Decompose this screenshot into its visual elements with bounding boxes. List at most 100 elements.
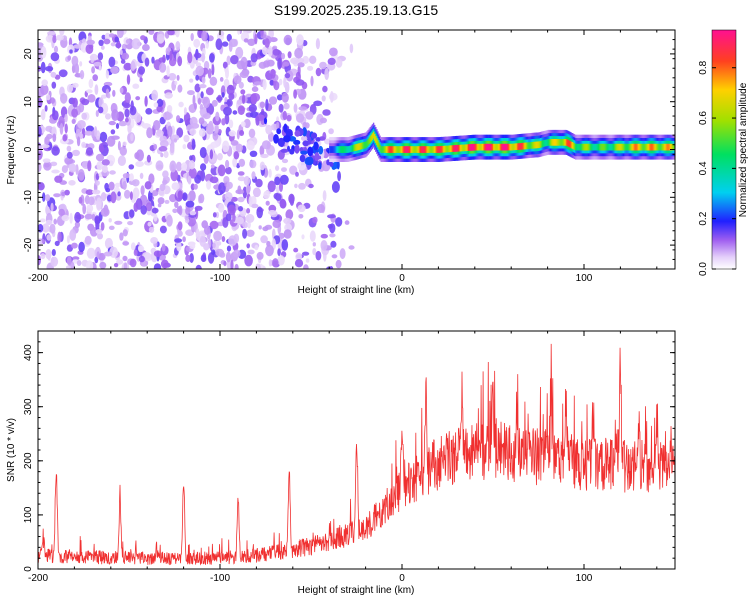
bottom-y-axis: 0 100 200 300 400 — [23, 330, 675, 572]
heatmap-cell — [475, 143, 477, 151]
heatmap-cell — [335, 217, 343, 227]
heatmap-cell — [268, 210, 277, 215]
heatmap-cell — [275, 193, 282, 201]
heatmap-cell — [94, 126, 98, 137]
heatmap-cell — [207, 68, 212, 79]
heatmap-cell — [212, 212, 217, 218]
heatmap-cell — [513, 143, 516, 151]
heatmap-cell — [354, 144, 356, 151]
heatmap-cell — [71, 108, 78, 118]
colorbar-ticks: 0.0 0.2 0.4 0.6 0.8 — [698, 60, 736, 276]
heatmap-cell — [64, 189, 70, 196]
heatmap-cell — [199, 103, 204, 111]
heatmap-cell — [58, 115, 65, 128]
heatmap-cell — [226, 85, 235, 96]
heatmap-cell — [233, 151, 240, 160]
heatmap-cell — [119, 87, 124, 94]
heatmap-cell — [218, 182, 226, 195]
heatmap-cell — [524, 142, 527, 150]
heatmap-cell — [232, 213, 236, 223]
heatmap-cell — [596, 143, 599, 151]
heatmap-cell — [282, 61, 290, 67]
heatmap-cell — [508, 143, 510, 151]
heatmap-cell — [329, 223, 336, 234]
heatmap-cell — [660, 143, 662, 151]
heatmap-cell — [194, 102, 197, 110]
heatmap-cell — [379, 144, 381, 152]
heatmap-cell — [117, 140, 121, 151]
heatmap-cell — [51, 81, 57, 89]
snr-panel: -200 -100 0 100 0 100 200 300 400 Height of str… — [6, 330, 676, 596]
heatmap-cell — [624, 143, 626, 151]
heatmap-cell — [342, 146, 344, 153]
heatmap-cell — [132, 83, 140, 89]
heatmap-cell — [331, 181, 340, 193]
heatmap-cell — [226, 245, 232, 252]
heatmap-cell — [151, 207, 159, 214]
heatmap-cell — [647, 143, 649, 151]
heatmap-cell — [547, 139, 549, 146]
heatmap-cell — [96, 251, 100, 259]
heatmap-cell — [260, 235, 268, 244]
heatmap-cell — [553, 139, 555, 146]
heatmap-cell — [283, 229, 292, 239]
heatmap-cell — [69, 212, 73, 224]
heatmap-cell — [235, 143, 243, 153]
heatmap-cell — [353, 144, 355, 152]
heatmap-cell — [176, 127, 184, 138]
heatmap-cell — [200, 91, 204, 99]
heatmap-cell — [123, 262, 128, 269]
heatmap-cell — [245, 184, 251, 195]
heatmap-cell — [139, 172, 144, 179]
heatmap-cell — [144, 181, 152, 190]
heatmap-cell — [79, 70, 85, 80]
heatmap-cell — [393, 146, 395, 153]
heatmap-cell — [225, 166, 232, 175]
heatmap-cell — [224, 192, 233, 201]
heatmap-cell — [58, 208, 65, 217]
heatmap-cell — [162, 179, 168, 185]
heatmap-cell — [530, 142, 532, 149]
heatmap-cell — [91, 66, 95, 74]
heatmap-cell — [123, 102, 131, 109]
heatmap-cell — [275, 186, 280, 193]
heatmap-cell — [337, 171, 341, 182]
heatmap-cell — [349, 43, 354, 54]
heatmap-cell — [258, 225, 262, 230]
heatmap-cell — [189, 253, 194, 263]
heatmap-cell — [195, 264, 202, 269]
heatmap-cell — [359, 142, 362, 150]
heatmap-cell — [466, 144, 469, 151]
heatmap-cell — [293, 103, 298, 113]
heatmap-cell — [244, 254, 253, 267]
heatmap-cell — [43, 161, 52, 171]
heatmap-cell — [50, 256, 59, 267]
heatmap-cell — [527, 142, 530, 149]
heatmap-cell — [293, 247, 299, 253]
heatmap-cell — [40, 108, 46, 121]
heatmap-cell — [259, 101, 266, 109]
heatmap-cell — [61, 214, 70, 222]
heatmap-cell — [184, 215, 189, 221]
heatmap-cell — [307, 146, 314, 157]
heatmap-cell — [81, 98, 90, 106]
heatmap-cell — [389, 146, 391, 153]
heatmap-cell — [100, 192, 107, 202]
heatmap-cell — [198, 193, 205, 204]
heatmap-cell — [649, 143, 651, 151]
heatmap-cell — [405, 146, 407, 153]
heatmap-cell — [38, 145, 43, 152]
heatmap-cell — [600, 143, 602, 151]
heatmap-cell — [252, 187, 261, 198]
heatmap-cell — [351, 145, 353, 152]
heatmap-cell — [383, 146, 386, 153]
heatmap-cell — [407, 146, 410, 153]
heatmap-cell — [74, 221, 80, 229]
heatmap-cell — [544, 139, 546, 147]
heatmap-cell — [104, 237, 113, 250]
heatmap-cell — [189, 128, 197, 136]
heatmap-cell — [605, 143, 607, 151]
heatmap-cell — [665, 143, 667, 151]
heatmap-cell — [588, 143, 590, 151]
heatmap-cell — [47, 253, 51, 261]
